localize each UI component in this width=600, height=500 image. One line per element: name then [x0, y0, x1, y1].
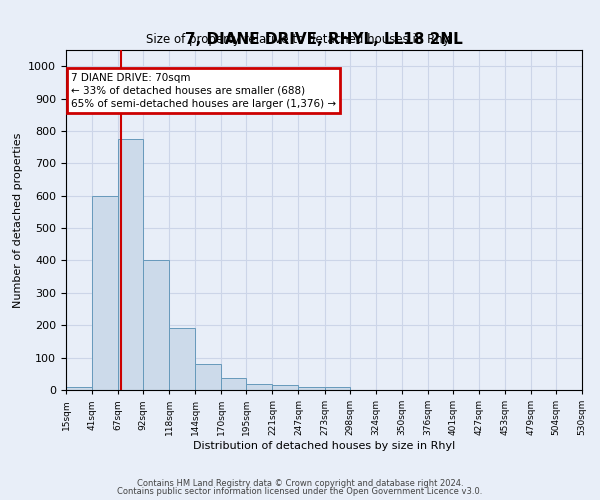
Bar — [247, 384, 272, 390]
Bar — [325, 388, 350, 390]
Y-axis label: Number of detached properties: Number of detached properties — [13, 132, 23, 308]
Bar — [272, 385, 298, 390]
Bar — [66, 387, 92, 390]
Title: 7, DIANE DRIVE, RHYL, LL18 2NL: 7, DIANE DRIVE, RHYL, LL18 2NL — [185, 32, 463, 48]
Text: Size of property relative to detached houses in Rhyl: Size of property relative to detached ho… — [146, 32, 454, 46]
Bar — [195, 364, 221, 390]
Bar — [118, 139, 143, 390]
Bar — [92, 196, 118, 390]
Bar — [169, 328, 195, 390]
Text: Contains public sector information licensed under the Open Government Licence v3: Contains public sector information licen… — [118, 487, 482, 496]
Text: Contains HM Land Registry data © Crown copyright and database right 2024.: Contains HM Land Registry data © Crown c… — [137, 478, 463, 488]
X-axis label: Distribution of detached houses by size in Rhyl: Distribution of detached houses by size … — [193, 441, 455, 451]
Bar — [221, 378, 247, 390]
Text: 7 DIANE DRIVE: 70sqm
← 33% of detached houses are smaller (688)
65% of semi-deta: 7 DIANE DRIVE: 70sqm ← 33% of detached h… — [71, 72, 336, 109]
Bar — [298, 387, 325, 390]
Bar — [143, 260, 169, 390]
